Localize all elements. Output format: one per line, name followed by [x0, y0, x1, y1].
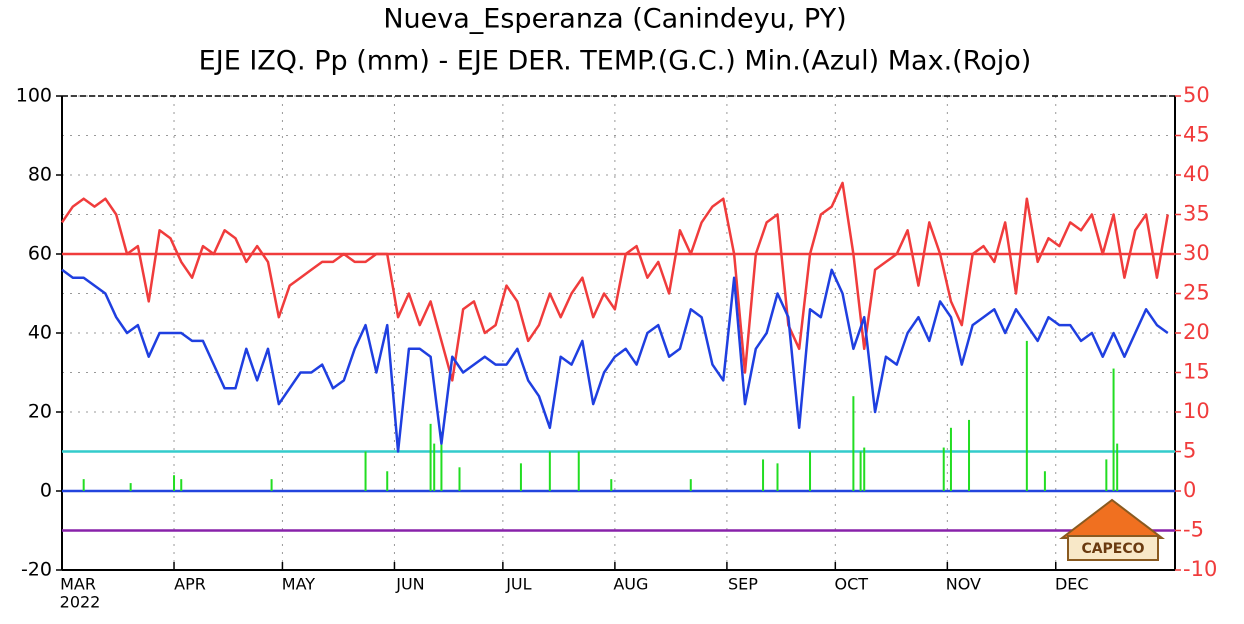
chart-subtitle: EJE IZQ. Pp (mm) - EJE DER. TEMP.(G.C.) … [199, 46, 1032, 77]
precip-bar [610, 479, 613, 491]
precip-bar [386, 471, 389, 491]
logo-text: CAPECO [1081, 541, 1144, 557]
y2-tick-label: 35 [1183, 202, 1210, 226]
x-sublabel: 2022 [60, 593, 101, 612]
precip-bar [173, 475, 176, 491]
precip-bar [82, 479, 85, 491]
y-tick-label: 20 [28, 401, 52, 423]
y2-tick-label: 40 [1183, 162, 1210, 186]
precip-bar [809, 451, 812, 491]
precip-bar [429, 423, 432, 491]
x-tick-label: JUN [395, 575, 424, 594]
precip-bar [1112, 368, 1115, 491]
precip-bar [180, 479, 183, 491]
logo-box [1067, 535, 1159, 561]
logo-roof [1059, 498, 1165, 539]
x-tick-label: APR [174, 575, 206, 594]
precip-bar [689, 479, 692, 491]
x-tick-label: DEC [1055, 575, 1089, 594]
precip-bar [1105, 459, 1108, 491]
precip-bar [433, 443, 436, 491]
precip-bar [458, 467, 461, 491]
x-tick-label: JUL [505, 575, 531, 594]
x-tick-label: MAY [282, 575, 316, 594]
precip-bar [776, 463, 779, 491]
precip-bar [548, 451, 551, 491]
y-tick-label: 100 [16, 85, 52, 107]
y2-tick-label: 45 [1183, 123, 1210, 147]
y2-tick-label: 25 [1183, 281, 1210, 305]
chart-title: Nueva_Esperanza (Canindeyu, PY) [383, 4, 846, 35]
y2-tick-label: 20 [1183, 320, 1210, 344]
temperature-line [61, 268, 1169, 453]
logo: CAPECO [1059, 498, 1165, 561]
precip-bar [129, 483, 132, 491]
y-tick-label: 40 [28, 322, 52, 344]
y2-tick-label: 10 [1183, 399, 1210, 423]
x-tick-label: AUG [613, 575, 648, 594]
precip-bar [577, 451, 580, 491]
precip-bar [762, 459, 765, 491]
y2-tick-label: -5 [1183, 518, 1204, 542]
x-tick-label: NOV [946, 575, 981, 594]
precip-bar [1116, 443, 1119, 491]
precip-bar [440, 431, 443, 491]
y2-tick-label: 30 [1183, 241, 1210, 265]
x-tick-label: SEP [728, 575, 758, 594]
precip-bar [364, 451, 367, 491]
y-tick-label: -20 [21, 559, 52, 581]
y2-tick-label: -10 [1183, 557, 1217, 581]
y2-tick-label: 15 [1183, 360, 1210, 384]
y2-tick-label: 50 [1183, 83, 1210, 107]
precip-bar [519, 463, 522, 491]
precip-bar [852, 396, 855, 491]
y2-tick-label: 5 [1183, 439, 1196, 463]
precip-bar [942, 447, 945, 491]
precip-bar [949, 427, 952, 491]
precip-bar [859, 451, 862, 491]
temperature-line [60, 181, 1170, 382]
precip-bar [1025, 340, 1028, 491]
precip-bar [270, 479, 273, 491]
precip-bar [1043, 471, 1046, 491]
y2-tick-label: 0 [1183, 478, 1196, 502]
precip-bar [863, 447, 866, 491]
y-tick-label: 80 [28, 164, 52, 186]
x-tick-label: OCT [835, 575, 869, 594]
y-tick-label: 0 [40, 480, 52, 502]
x-tick-label: MAR [60, 575, 96, 594]
y-tick-label: 60 [28, 243, 52, 265]
precip-bar [968, 419, 971, 491]
